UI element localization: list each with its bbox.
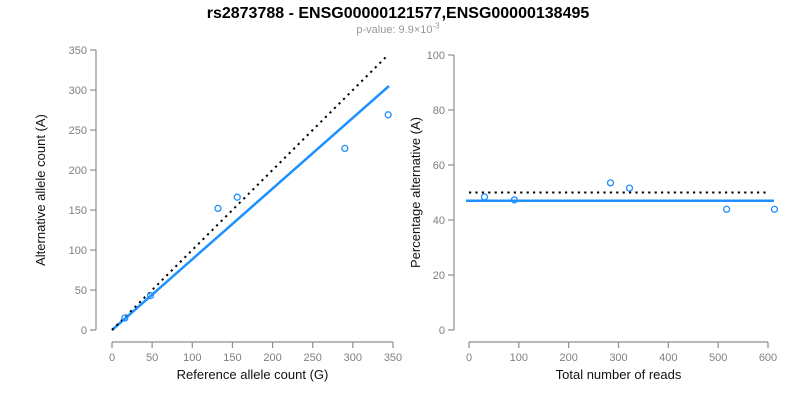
x-tick-label: 100 — [510, 352, 528, 364]
y-tick-label: 50 — [75, 285, 87, 297]
y-tick-label: 100 — [427, 50, 445, 62]
data-point — [606, 179, 615, 187]
data-point — [341, 144, 349, 153]
data-point — [121, 314, 129, 322]
data-point — [146, 291, 155, 300]
y-tick-label: 100 — [69, 245, 87, 257]
x-tick-label: 0 — [466, 352, 472, 364]
y-tick-label: 0 — [439, 325, 445, 337]
y-tick-label: 60 — [433, 160, 445, 172]
p-value-exponent: -3 — [432, 21, 440, 31]
x-tick-label: 150 — [223, 352, 241, 364]
p-value-subtitle: p-value: 9.9×10-3 — [0, 21, 796, 36]
x-tick-label: 400 — [659, 352, 677, 364]
x-tick-label: 250 — [304, 352, 322, 364]
x-tick-label: 350 — [384, 352, 402, 364]
x-tick-label: 600 — [759, 352, 777, 364]
y-tick-label: 150 — [69, 205, 87, 217]
data-point — [625, 184, 634, 192]
identity-line — [111, 56, 387, 331]
allele-count-scatter-x-axis-title: Reference allele count (G) — [177, 367, 329, 382]
y-tick-label: 40 — [433, 215, 445, 227]
data-point — [233, 193, 241, 201]
allele-count-scatter-y-axis-title: Alternative allele count (A) — [33, 114, 48, 266]
data-point — [510, 196, 518, 204]
data-point — [722, 205, 731, 213]
regression-line — [111, 85, 390, 331]
data-point — [384, 111, 392, 119]
percentage-alternative-scatter-x-axis-title: Total number of reads — [556, 367, 682, 382]
y-tick-label: 350 — [69, 45, 87, 57]
y-tick-label: 20 — [433, 270, 445, 282]
x-tick-label: 100 — [183, 352, 201, 364]
x-tick-label: 500 — [709, 352, 727, 364]
y-tick-label: 300 — [69, 85, 87, 97]
y-tick-label: 250 — [69, 125, 87, 137]
x-tick-label: 200 — [559, 352, 577, 364]
page-title: rs2873788 - ENSG00000121577,ENSG00000138… — [206, 5, 590, 22]
x-tick-label: 200 — [263, 352, 281, 364]
percentage-alternative-scatter-y-axis-title: Percentage alternative (A) — [408, 117, 423, 268]
x-tick-label: 0 — [109, 352, 115, 364]
x-tick-label: 300 — [609, 352, 627, 364]
x-tick-label: 50 — [146, 352, 158, 364]
p-value-text: p-value: 9.9×10 — [356, 24, 433, 36]
y-tick-label: 80 — [433, 105, 445, 117]
data-point — [770, 205, 779, 213]
x-tick-label: 300 — [344, 352, 362, 364]
y-tick-label: 200 — [69, 165, 87, 177]
data-point — [480, 193, 489, 201]
data-point — [214, 204, 222, 213]
y-tick-label: 0 — [81, 325, 87, 337]
